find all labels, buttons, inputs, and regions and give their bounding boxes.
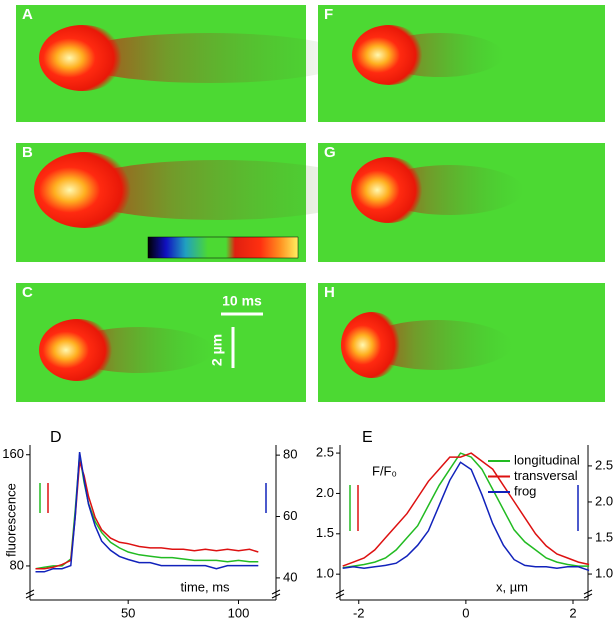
y-tick-label: 1.0 <box>316 566 334 581</box>
space-scale-label: 2 µm <box>209 334 225 366</box>
time-scale-label: 10 ms <box>222 293 262 309</box>
x-axis-label: time, ms <box>180 579 230 594</box>
axis-break <box>271 589 281 595</box>
spark-head <box>39 25 126 91</box>
y2-tick-label: 2.5 <box>595 457 613 472</box>
y-tick-label: 1.5 <box>316 525 334 540</box>
spark-head <box>34 152 136 228</box>
panel-label: H <box>324 284 335 301</box>
y2-tick-label: 2.0 <box>595 493 613 508</box>
x-tick-label: 2 <box>569 605 576 620</box>
panel-label: F <box>324 6 333 23</box>
x-tick-label: 100 <box>228 605 250 620</box>
panel-label: A <box>22 6 33 23</box>
y2-tick-label: 40 <box>283 569 297 584</box>
spark-head <box>351 157 426 223</box>
panel-title: E <box>362 429 373 446</box>
panel-label: C <box>22 284 33 301</box>
y-axis-label: fluorescence <box>3 483 18 557</box>
data-line <box>35 461 259 570</box>
y-tick-label: 160 <box>2 446 24 461</box>
spark-tail <box>67 33 353 83</box>
x-tick-label: 0 <box>462 605 469 620</box>
panel-title: D <box>50 429 62 446</box>
axis-break <box>25 589 35 595</box>
legend-label: transversal <box>514 468 578 483</box>
y-tick-label: 80 <box>10 557 24 572</box>
y2-tick-label: 1.5 <box>595 529 613 544</box>
axis-break <box>271 593 281 599</box>
data-line <box>342 461 590 572</box>
x-tick-label: -2 <box>353 605 365 620</box>
x-axis-label: x, µm <box>496 579 528 594</box>
colorbar <box>147 236 299 259</box>
axis-break <box>583 593 593 599</box>
spark-head <box>341 312 403 378</box>
spark-head <box>352 25 426 85</box>
y2-tick-label: 80 <box>283 447 297 462</box>
axis-break <box>335 593 345 599</box>
axis-break <box>25 593 35 599</box>
data-line <box>342 452 590 567</box>
axis-break <box>583 589 593 595</box>
data-line <box>35 451 259 573</box>
y-tick-label: 2.5 <box>316 445 334 460</box>
y-tick-label: 2.0 <box>316 485 334 500</box>
y2-tick-label: 1.0 <box>595 565 613 580</box>
axis-break <box>335 589 345 595</box>
spark-head <box>39 319 116 381</box>
data-line <box>35 454 259 570</box>
spark-tail <box>67 160 371 220</box>
y-axis-label: F/F₀ <box>372 463 397 478</box>
panel-label: G <box>324 144 336 161</box>
legend-label: frog <box>514 483 536 498</box>
panel-label: B <box>22 144 33 161</box>
images: A B C F G H <box>16 5 605 402</box>
x-tick-label: 50 <box>121 605 135 620</box>
y2-tick-label: 60 <box>283 508 297 523</box>
legend-label: longitudinal <box>514 452 580 467</box>
